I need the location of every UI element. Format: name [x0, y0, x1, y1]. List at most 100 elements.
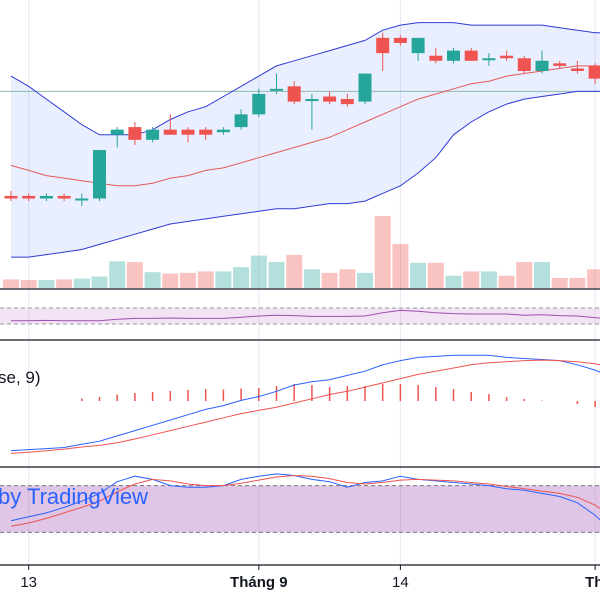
- volume-bar: [392, 244, 409, 288]
- volume-bar: [516, 262, 533, 288]
- candle-body: [517, 58, 531, 71]
- candle-body: [181, 129, 195, 135]
- x-tick-label: Tháng 9: [230, 574, 288, 591]
- candle-body: [464, 50, 478, 61]
- candle-body: [22, 195, 36, 199]
- volume-pane: [3, 216, 600, 288]
- candle: [234, 109, 248, 130]
- volume-bar: [357, 272, 373, 288]
- candle: [216, 127, 230, 135]
- candle: [393, 35, 407, 46]
- candle-body: [93, 150, 106, 199]
- volume-bar: [144, 272, 161, 288]
- candle: [570, 60, 584, 74]
- candle-body: [57, 195, 71, 199]
- candle: [411, 37, 425, 61]
- candle-body: [110, 129, 124, 135]
- price-pane: [0, 22, 600, 258]
- candle: [4, 190, 18, 202]
- volume-bar: [162, 273, 179, 288]
- candle: [464, 48, 478, 61]
- x-tick-label: 14: [392, 574, 409, 591]
- volume-bar: [498, 275, 515, 288]
- candle-body: [163, 129, 177, 135]
- volume-bar: [73, 278, 90, 288]
- rsi-pane: [0, 307, 600, 325]
- x-tick-label: 13: [20, 574, 37, 591]
- candle-body: [358, 73, 372, 102]
- volume-bar: [286, 254, 303, 288]
- volume-bar: [91, 276, 108, 288]
- candle: [376, 32, 390, 71]
- volume-bar: [126, 262, 143, 288]
- candle-body: [429, 55, 443, 61]
- candle: [429, 48, 443, 64]
- candle: [22, 193, 36, 202]
- macd-pane: [10, 354, 600, 454]
- candle-body: [500, 55, 514, 59]
- volume-bar: [180, 272, 196, 288]
- candle: [181, 127, 195, 143]
- volume-bar: [56, 279, 73, 288]
- volume-bar: [480, 271, 497, 288]
- stochastic-pane: [0, 473, 600, 533]
- candle: [163, 114, 177, 135]
- candle: [270, 73, 283, 94]
- stochastic-d-line: [10, 474, 600, 527]
- candle: [535, 50, 549, 74]
- candle-body: [146, 129, 160, 140]
- candle: [323, 91, 337, 105]
- candle: [57, 193, 71, 202]
- candle-body: [216, 129, 230, 133]
- candle-body: [252, 93, 266, 115]
- candle-body: [376, 37, 390, 54]
- candle-body: [323, 96, 337, 102]
- candle-body: [75, 198, 89, 201]
- candle: [305, 93, 319, 130]
- rsi-line: [11, 309, 600, 322]
- candle-body: [39, 195, 53, 199]
- bollinger-lower-line: [11, 90, 600, 258]
- candle: [287, 81, 301, 105]
- volume-bar: [374, 216, 391, 288]
- candle: [75, 193, 89, 207]
- volume-bar: [427, 262, 444, 288]
- volume-bar: [215, 271, 232, 288]
- volume-bar: [20, 280, 37, 288]
- macd-line: [10, 354, 600, 452]
- candle-body: [287, 86, 301, 102]
- candle: [340, 93, 354, 107]
- volume-bar: [233, 267, 250, 288]
- candle-body: [482, 58, 496, 61]
- volume-bar: [303, 269, 320, 288]
- candle: [447, 48, 460, 64]
- volume-bar: [569, 277, 586, 288]
- bollinger-band-fill: [11, 22, 600, 258]
- volume-bar: [339, 269, 356, 288]
- time-axis[interactable]: 13 Tháng 9 14 Thá: [20, 565, 600, 591]
- candle: [517, 55, 531, 74]
- candle-body: [411, 37, 425, 54]
- candle: [588, 63, 600, 84]
- candle-body: [553, 63, 567, 66]
- volume-bar: [197, 271, 214, 288]
- candle: [93, 150, 106, 202]
- candle-body: [447, 50, 460, 61]
- stochastic-k-line: [10, 473, 600, 522]
- macd-signal-line: [10, 359, 600, 454]
- candle-body: [570, 68, 584, 71]
- volume-bar: [551, 277, 568, 288]
- candle-body: [199, 129, 213, 135]
- volume-bar: [534, 262, 550, 288]
- candle-body: [588, 65, 600, 79]
- volume-bar: [250, 255, 267, 288]
- volume-bar: [109, 261, 126, 288]
- candle: [500, 50, 514, 61]
- candle: [128, 122, 142, 145]
- pane-separators: [0, 288, 600, 566]
- candle-body: [4, 195, 18, 199]
- volume-bar: [410, 262, 427, 288]
- candle: [252, 88, 266, 117]
- volume-bar: [321, 272, 338, 288]
